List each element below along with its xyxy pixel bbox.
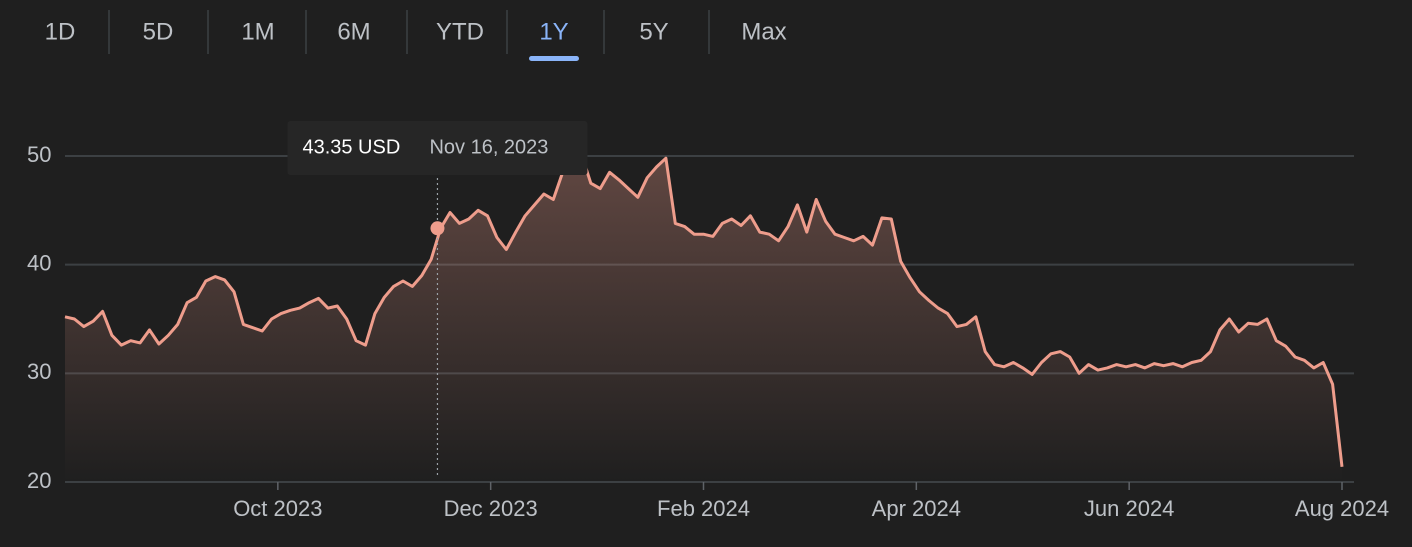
area-fill [65, 153, 1342, 483]
range-tab[interactable]: 6M [337, 18, 370, 45]
y-tick-label: 20 [27, 468, 51, 493]
tooltip-value: 43.35 USD [302, 136, 400, 158]
range-tab[interactable]: 1D [45, 18, 76, 45]
y-tick-label: 30 [27, 359, 51, 384]
x-tick-label: Oct 2023 [233, 496, 322, 521]
range-tab[interactable]: 1Y [539, 18, 568, 45]
y-tick-label: 40 [27, 250, 51, 275]
tooltip-box [287, 121, 588, 175]
x-tick-label: Dec 2023 [444, 496, 538, 521]
x-tick-label: Feb 2024 [657, 496, 750, 521]
x-tick-label: Jun 2024 [1084, 496, 1175, 521]
range-tab[interactable]: 5D [143, 18, 174, 45]
range-tab[interactable]: Max [741, 18, 786, 45]
price-line [64, 152, 1344, 467]
range-tab[interactable]: 5Y [639, 18, 668, 45]
hover-point [430, 221, 445, 236]
range-tab[interactable]: YTD [436, 18, 484, 45]
y-tick-label: 50 [27, 142, 51, 167]
x-tick-label: Apr 2024 [872, 496, 961, 521]
range-tab[interactable]: 1M [241, 18, 274, 45]
tooltip-date: Nov 16, 2023 [429, 136, 548, 158]
x-tick-label: Aug 2024 [1295, 496, 1389, 521]
selected-tab-indicator [529, 56, 579, 61]
